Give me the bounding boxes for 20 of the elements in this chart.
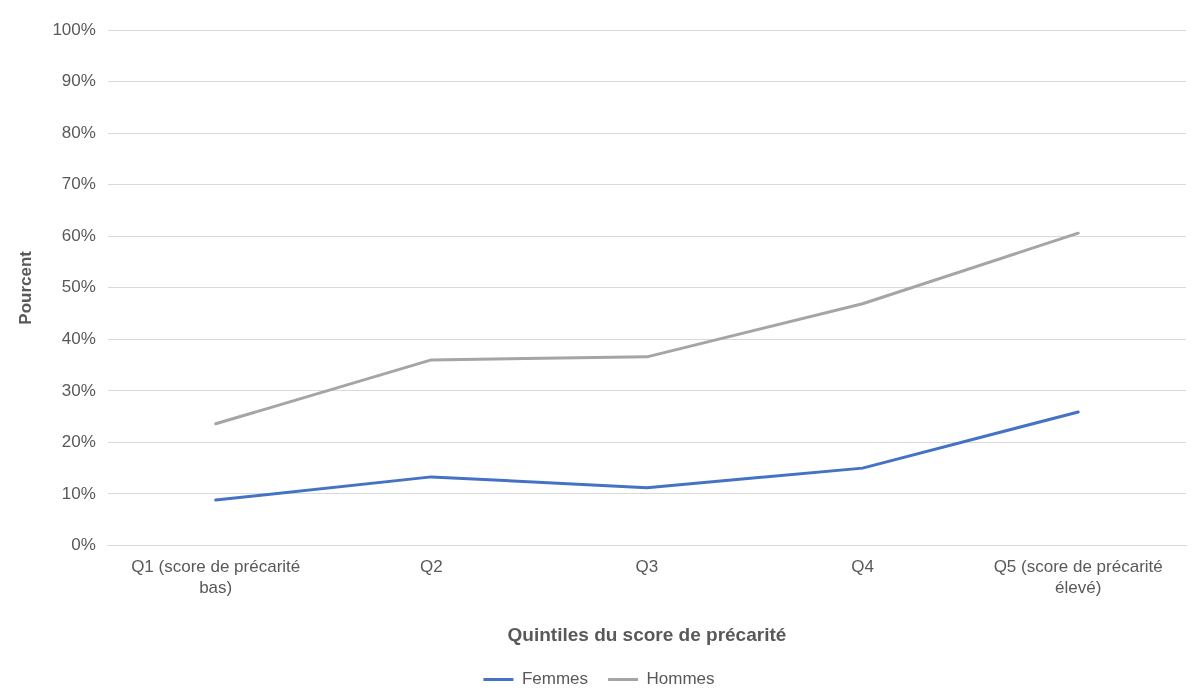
y-tick-label: 30%	[61, 380, 96, 400]
x-tick-label: Q2	[419, 557, 443, 577]
x-tick-label: Q4	[851, 557, 874, 577]
x-axis-title: Quintiles du score de précarité	[507, 623, 787, 645]
x-tick-label: Q5 (score de précarité élevé)	[993, 557, 1163, 597]
y-tick-label: 80%	[61, 122, 96, 142]
y-axis-title: Pourcent	[15, 250, 35, 325]
y-tick-label: 0%	[71, 535, 96, 555]
y-tick-label: 60%	[61, 225, 96, 245]
y-tick-label: 40%	[61, 329, 96, 349]
x-tick-label: Q3	[635, 557, 659, 577]
legend-label: Hommes	[646, 669, 715, 689]
y-tick-label: 10%	[61, 483, 96, 503]
legend-label: Femmes	[521, 669, 589, 689]
y-tick-label: 70%	[61, 174, 96, 194]
y-tick-label: 20%	[61, 432, 96, 452]
x-tick-label: Q1 (score de précarité bas)	[131, 557, 301, 597]
y-tick-label: 90%	[61, 71, 96, 91]
y-tick-label: 100%	[52, 19, 96, 39]
y-tick-label: 50%	[61, 277, 96, 297]
